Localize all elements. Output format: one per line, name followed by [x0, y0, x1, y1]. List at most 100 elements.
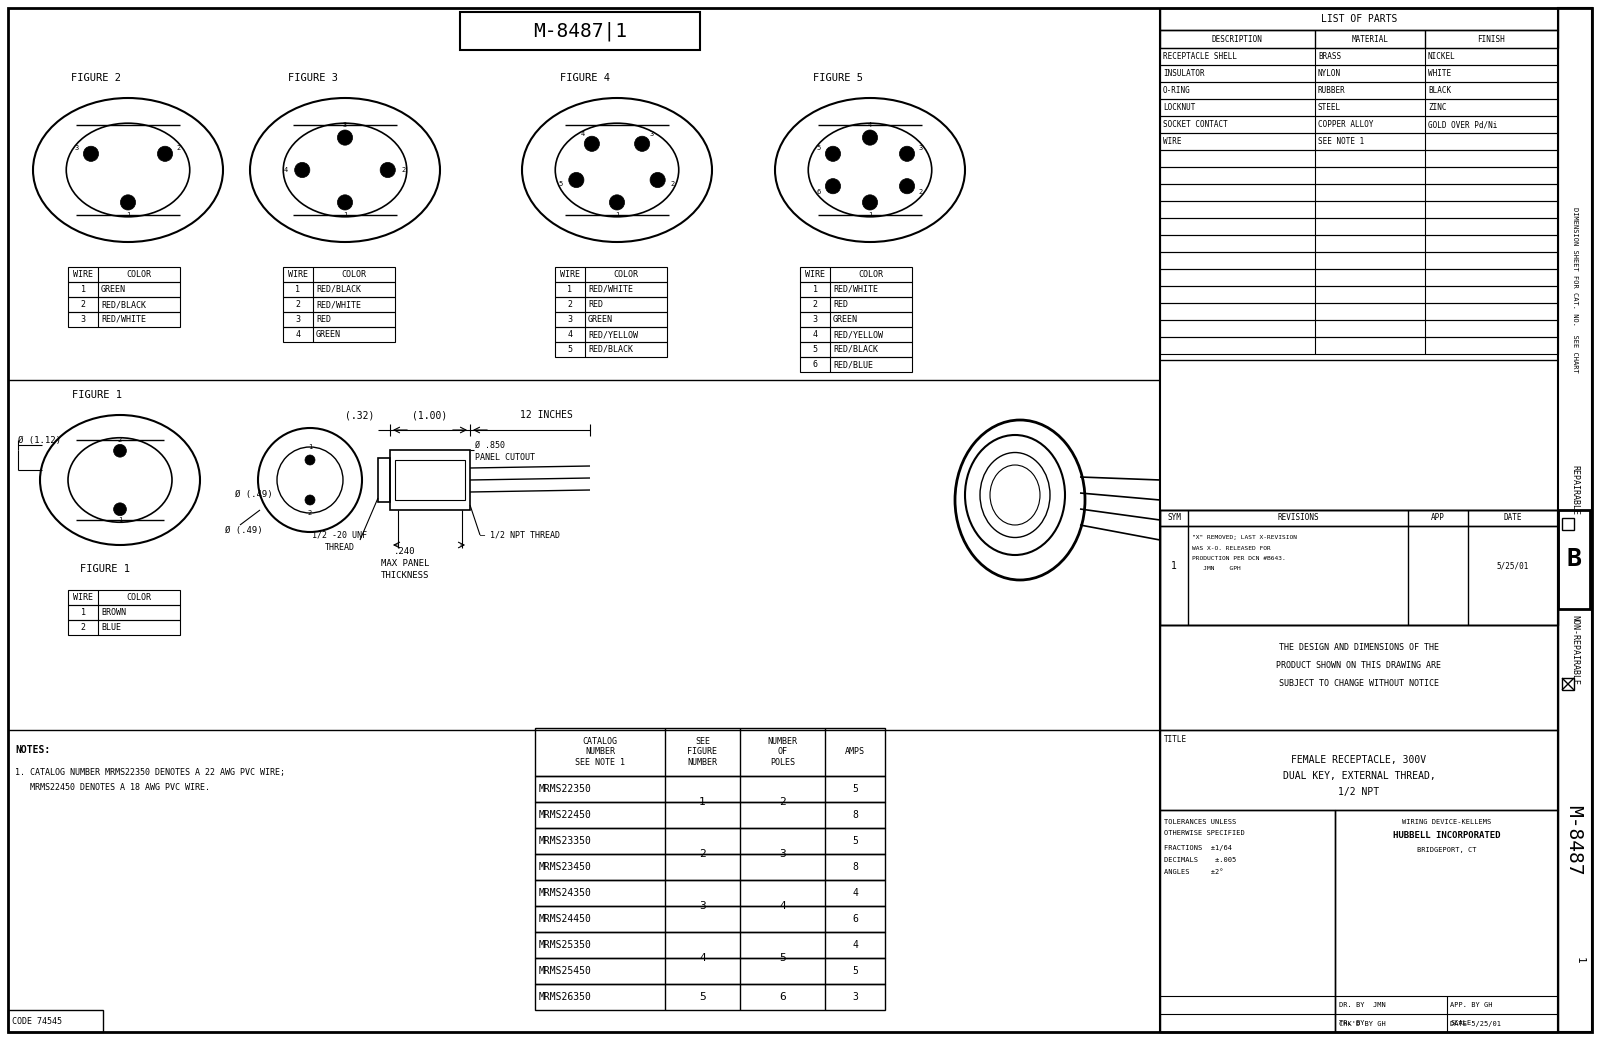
Text: 1: 1 [1171, 561, 1178, 571]
Text: BLUE: BLUE [101, 623, 122, 632]
Text: .240: .240 [394, 547, 416, 556]
Text: – 1/2 NPT THREAD: – 1/2 NPT THREAD [480, 530, 560, 540]
Bar [555, 312, 667, 327]
Text: 2: 2 [670, 181, 675, 187]
Bar [1160, 30, 1558, 48]
Text: 1: 1 [80, 608, 85, 617]
Text: 5: 5 [853, 836, 858, 846]
Text: WIRE: WIRE [1163, 137, 1181, 146]
Text: TOLERANCES UNLESS: TOLERANCES UNLESS [1165, 820, 1237, 825]
Text: 3: 3 [296, 315, 301, 324]
Text: RECEPTACLE SHELL: RECEPTACLE SHELL [1163, 52, 1237, 61]
Bar [1160, 8, 1558, 30]
Text: REPAIRABLE: REPAIRABLE [1571, 465, 1579, 515]
Text: NOTES:: NOTES: [14, 745, 50, 755]
Text: RED/WHITE: RED/WHITE [101, 315, 146, 324]
Text: RED/WHITE: RED/WHITE [589, 285, 634, 294]
Text: 5: 5 [699, 992, 706, 1002]
Text: LOCKNUT: LOCKNUT [1163, 103, 1195, 112]
Bar [8, 1010, 102, 1032]
Bar [1160, 510, 1558, 625]
Text: 3: 3 [568, 315, 573, 324]
Text: FIGURE 1: FIGURE 1 [80, 564, 130, 574]
Text: BLACK: BLACK [1429, 86, 1451, 95]
Circle shape [294, 162, 310, 178]
Text: 6: 6 [818, 189, 821, 196]
Text: NON-REPAIRABLE: NON-REPAIRABLE [1571, 615, 1579, 685]
Text: COLOR: COLOR [859, 270, 883, 279]
Bar [390, 450, 470, 510]
Text: 2: 2 [118, 437, 122, 443]
Text: M-8487|1: M-8487|1 [533, 21, 627, 41]
Bar [1160, 269, 1558, 286]
Bar [555, 327, 667, 342]
Text: 1: 1 [126, 211, 130, 217]
Text: 3: 3 [918, 145, 923, 151]
Text: NUMBER
OF
POLES: NUMBER OF POLES [768, 737, 797, 766]
Text: FIGURE 4: FIGURE 4 [560, 73, 610, 83]
Text: BRIDGEPORT, CT: BRIDGEPORT, CT [1416, 847, 1477, 853]
Text: 5/25/01: 5/25/01 [1498, 562, 1530, 570]
Text: SUBJECT TO CHANGE WITHOUT NOTICE: SUBJECT TO CHANGE WITHOUT NOTICE [1278, 678, 1438, 687]
Bar [1160, 116, 1558, 133]
Circle shape [610, 194, 624, 210]
Bar [800, 312, 912, 327]
Text: FIGURE 5: FIGURE 5 [813, 73, 862, 83]
Bar [67, 297, 179, 312]
Text: DESCRIPTION: DESCRIPTION [1211, 34, 1262, 44]
Text: 6: 6 [853, 914, 858, 924]
Text: RED/YELLOW: RED/YELLOW [589, 330, 638, 339]
Text: 2: 2 [402, 167, 406, 173]
Text: 3: 3 [853, 992, 858, 1002]
Text: MAX PANEL: MAX PANEL [381, 560, 429, 569]
Text: 12 INCHES: 12 INCHES [520, 410, 573, 420]
Text: WAS X-O. RELEASED FOR: WAS X-O. RELEASED FOR [1192, 546, 1270, 550]
Text: DATE 5/25/01: DATE 5/25/01 [1451, 1021, 1501, 1028]
Text: PANEL CUTOUT: PANEL CUTOUT [475, 453, 534, 463]
Text: 1: 1 [614, 211, 619, 217]
Text: 3: 3 [342, 123, 347, 128]
Text: 4: 4 [699, 953, 706, 963]
Bar [1562, 678, 1574, 690]
Bar [1160, 82, 1558, 99]
Text: M-8487: M-8487 [1565, 805, 1584, 876]
Bar [1160, 133, 1558, 150]
Text: DIMENSION SHEET FOR CAT. NO.  SEE CHART: DIMENSION SHEET FOR CAT. NO. SEE CHART [1571, 207, 1578, 373]
Bar [283, 297, 395, 312]
Text: CODE 74545: CODE 74545 [13, 1016, 62, 1025]
Bar [555, 282, 667, 297]
Text: CHK'D BY GH: CHK'D BY GH [1339, 1021, 1386, 1028]
Text: WIRE: WIRE [805, 270, 826, 279]
Text: LIST OF PARTS: LIST OF PARTS [1322, 14, 1397, 24]
Bar [67, 312, 179, 327]
Text: 1: 1 [118, 517, 122, 523]
Bar [283, 327, 395, 342]
Text: COLOR: COLOR [126, 593, 152, 602]
Text: 1: 1 [307, 444, 312, 450]
Bar [800, 342, 912, 357]
Text: 2: 2 [699, 849, 706, 859]
Bar [1160, 48, 1558, 64]
Text: MRMS24450: MRMS24450 [539, 914, 592, 924]
Text: MATERIAL: MATERIAL [1352, 34, 1389, 44]
Text: 3: 3 [699, 901, 706, 911]
Text: 5: 5 [818, 145, 821, 151]
Text: FEMALE RECEPTACLE, 300V: FEMALE RECEPTACLE, 300V [1291, 755, 1427, 765]
Text: NYLON: NYLON [1318, 69, 1341, 78]
Bar [1160, 526, 1558, 625]
Text: MRMS25450: MRMS25450 [539, 966, 592, 976]
Text: 4: 4 [853, 888, 858, 898]
Text: 4: 4 [853, 940, 858, 950]
Text: SCALE: SCALE [1451, 1020, 1472, 1026]
Text: 5: 5 [813, 345, 818, 354]
Bar [67, 605, 179, 620]
Text: RED/BLACK: RED/BLACK [589, 345, 634, 354]
Bar [378, 458, 390, 502]
Text: 1/2 NPT: 1/2 NPT [1339, 787, 1379, 797]
Text: 4: 4 [581, 131, 584, 137]
Bar [283, 312, 395, 327]
Text: MRMS22450 DENOTES A 18 AWG PVC WIRE.: MRMS22450 DENOTES A 18 AWG PVC WIRE. [14, 783, 210, 792]
Text: RED/BLACK: RED/BLACK [101, 300, 146, 309]
Bar [800, 357, 912, 372]
Text: Ø .850: Ø .850 [475, 441, 506, 449]
